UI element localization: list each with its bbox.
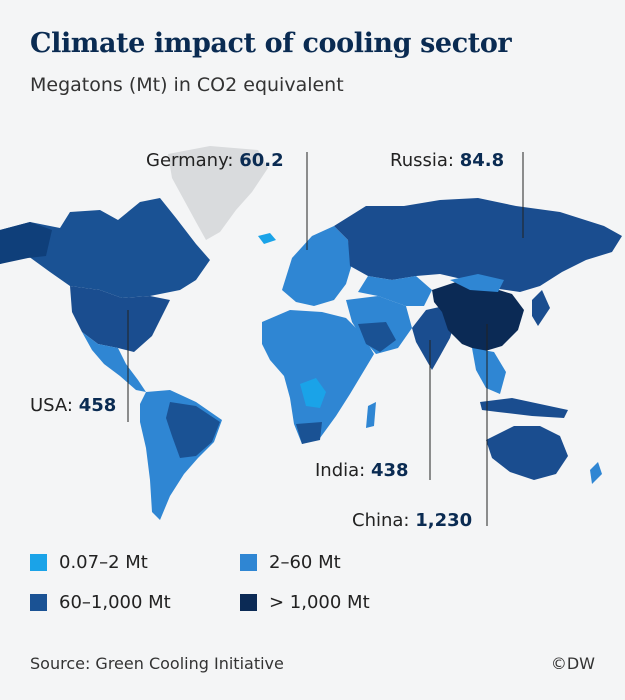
usa-callout: USA: 458 — [30, 395, 117, 416]
africa-shape — [262, 310, 374, 444]
china-shape — [432, 282, 524, 352]
legend-swatch — [30, 594, 47, 611]
africa-light-shape — [300, 378, 326, 408]
legend-swatch — [240, 554, 257, 571]
usa-shape — [70, 286, 170, 352]
legend-label: 0.07–2 Mt — [59, 552, 148, 573]
japan-shape — [532, 290, 550, 326]
new-zealand-shape — [590, 462, 602, 484]
credit-note: ©DW — [550, 654, 595, 673]
mexico-shape — [82, 332, 146, 392]
central-asia-shape — [358, 276, 432, 306]
australia-shape — [486, 426, 568, 480]
greenland-shape — [168, 146, 268, 240]
legend-swatch — [240, 594, 257, 611]
legend-item: 0.07–2 Mt — [30, 552, 148, 573]
chart-subtitle: Megatons (Mt) in CO2 equivalent — [30, 74, 344, 96]
source-note: Source: Green Cooling Initiative — [30, 654, 284, 673]
legend: 0.07–2 Mt 2–60 Mt 60–1,000 Mt > 1,000 Mt — [30, 552, 590, 622]
germany-value: 60.2 — [239, 150, 284, 171]
mongolia-shape — [450, 274, 504, 292]
europe-shape — [282, 226, 352, 306]
world-map — [0, 146, 622, 526]
iceland-shape — [258, 233, 276, 244]
india-callout: India: 438 — [315, 460, 409, 481]
russia-shape — [334, 198, 622, 292]
chart-title: Climate impact of cooling sector — [30, 28, 512, 59]
usa-value: 458 — [78, 395, 117, 416]
indonesia-shape — [480, 398, 568, 418]
legend-swatch — [30, 554, 47, 571]
brazil-shape — [166, 402, 220, 458]
germany-callout: Germany: 60.2 — [146, 150, 284, 171]
russia-value: 84.8 — [459, 150, 505, 171]
alaska-shape — [0, 222, 52, 264]
madagascar-shape — [366, 402, 376, 428]
legend-label: > 1,000 Mt — [269, 592, 370, 613]
india-shape — [412, 306, 456, 370]
leader-lines — [127, 152, 524, 526]
russia-callout: Russia: 84.8 — [390, 150, 505, 171]
saudi-shape — [358, 322, 396, 352]
legend-item: > 1,000 Mt — [240, 592, 370, 613]
legend-item: 60–1,000 Mt — [30, 592, 171, 613]
legend-label: 2–60 Mt — [269, 552, 341, 573]
south-africa-shape — [296, 422, 322, 444]
southeast-asia-shape — [472, 348, 506, 394]
north-america-north-shape — [0, 198, 210, 298]
legend-item: 2–60 Mt — [240, 552, 341, 573]
china-callout: China: 1,230 — [352, 510, 473, 531]
china-value: 1,230 — [415, 510, 473, 531]
india-value: 438 — [370, 460, 409, 481]
legend-label: 60–1,000 Mt — [59, 592, 171, 613]
